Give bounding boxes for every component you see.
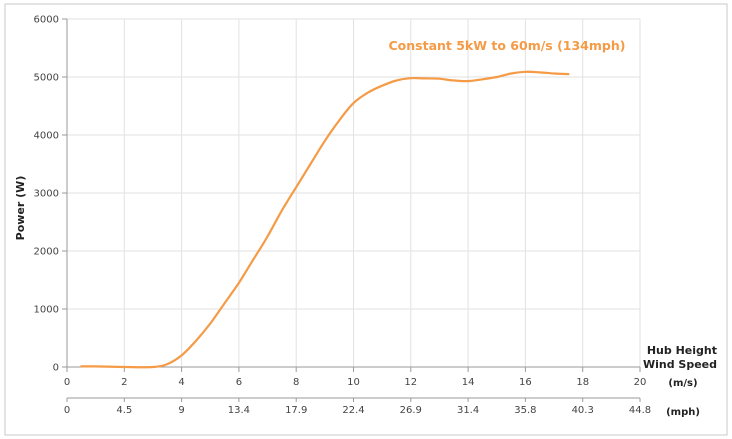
power-curve-line <box>80 70 570 369</box>
x2-tick-label: 0 <box>64 405 70 416</box>
x-tick-label: 20 <box>634 377 647 388</box>
x2-tick-label: 26.9 <box>400 405 422 416</box>
label-layer: Power (W) Hub Height Wind Speed (m/s) (m… <box>14 38 717 418</box>
y-tick-label: 0 <box>53 363 59 374</box>
x2-tick-label: 4.5 <box>116 405 132 416</box>
x-tick-label: 2 <box>121 377 127 388</box>
y-tick-label: 2000 <box>34 247 59 258</box>
x-axis-unit-ms: (m/s) <box>668 378 697 389</box>
x-tick-label: 14 <box>462 377 475 388</box>
x2-tick-label: 35.8 <box>514 405 536 416</box>
x2-tick-label: 9 <box>178 405 184 416</box>
y-axis-title: Power (W) <box>14 176 27 241</box>
x-axis-title-line1: Hub Height <box>647 344 717 357</box>
x-tick-label: 10 <box>347 377 360 388</box>
chart-border <box>4 3 728 436</box>
grid-layer <box>67 18 641 367</box>
x-tick-label: 12 <box>404 377 417 388</box>
x2-tick-label: 17.9 <box>285 405 307 416</box>
y-tick-label: 3000 <box>34 189 59 200</box>
x2-tick-label: 31.4 <box>457 405 479 416</box>
x-axis-title-line2: Wind Speed <box>643 358 717 371</box>
x2-tick-label: 13.4 <box>228 405 250 416</box>
y-tick-label: 5000 <box>34 73 59 84</box>
x-tick-label: 18 <box>576 377 589 388</box>
y-tick-label: 6000 <box>34 15 59 26</box>
axis-layer: 0 1000 2000 3000 4000 5000 6000 0 2 4 6 8 10 12 14 16 18… <box>34 15 652 417</box>
x2-tick-label: 22.4 <box>342 405 364 416</box>
x2-tick-label: 40.3 <box>572 405 594 416</box>
series-layer <box>80 70 570 369</box>
y-tick-label: 1000 <box>34 305 59 316</box>
x-tick-label: 4 <box>178 377 184 388</box>
x-tick-label: 0 <box>64 377 70 388</box>
x2-tick-label: 44.8 <box>629 405 651 416</box>
y-tick-label: 4000 <box>34 131 59 142</box>
x-tick-label: 8 <box>293 377 299 388</box>
x-tick-label: 16 <box>519 377 532 388</box>
constant-power-annotation: Constant 5kW to 60m/s (134mph) <box>389 38 626 53</box>
x-tick-label: 6 <box>236 377 242 388</box>
x2-axis-unit-mph: (mph) <box>666 407 700 418</box>
